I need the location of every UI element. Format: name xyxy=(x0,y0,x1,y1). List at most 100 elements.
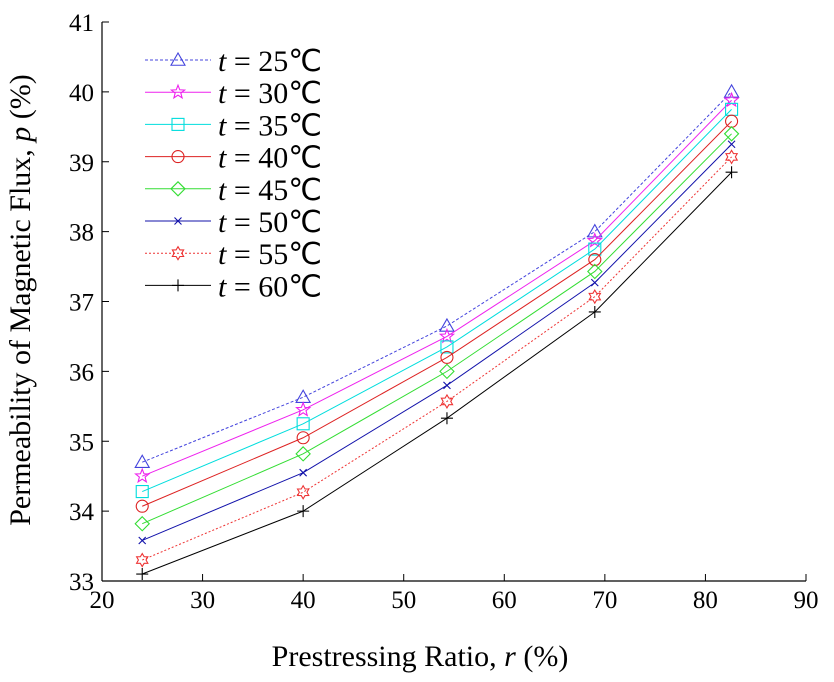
y-tick-label: 37 xyxy=(69,290,94,317)
data-point xyxy=(588,305,601,318)
legend: t = 25℃t = 30℃t = 35℃t = 40℃t = 45℃t = 5… xyxy=(145,45,322,303)
legend-label: t = 50℃ xyxy=(218,206,322,239)
series-line xyxy=(142,91,732,463)
series-line xyxy=(142,133,732,525)
x-tick-label: 30 xyxy=(190,587,215,614)
series-line xyxy=(142,156,732,561)
x-tick-label: 80 xyxy=(693,587,718,614)
data-point xyxy=(439,317,455,332)
data-point xyxy=(169,83,187,100)
data-point xyxy=(723,83,740,98)
legend-label: t = 25℃ xyxy=(218,45,322,78)
data-point xyxy=(443,381,451,390)
series-8 xyxy=(136,166,738,581)
data-point xyxy=(170,51,186,66)
data-point xyxy=(296,431,310,445)
data-point xyxy=(440,412,453,425)
data-point xyxy=(297,505,310,518)
legend-item: t = 30℃ xyxy=(145,77,322,110)
data-point xyxy=(586,232,603,248)
legend-item: t = 45℃ xyxy=(145,174,322,207)
series-1 xyxy=(134,83,740,469)
plot-area xyxy=(101,22,806,582)
y-tick-label: 35 xyxy=(69,429,94,456)
x-axis: 20 30 40 50 60 70 80 90 xyxy=(90,574,819,614)
legend-item: t = 25℃ xyxy=(145,45,322,78)
x-tick-label: 60 xyxy=(492,587,517,614)
data-point xyxy=(440,340,454,354)
legend-item: t = 60℃ xyxy=(145,270,322,303)
data-point xyxy=(587,263,603,280)
x-tick-label: 90 xyxy=(794,587,819,614)
data-point xyxy=(723,126,740,142)
legend-item: t = 50℃ xyxy=(145,206,322,239)
legend-item: t = 35℃ xyxy=(145,109,322,142)
y-tick-label: 36 xyxy=(69,359,94,386)
data-point xyxy=(170,181,186,197)
data-point xyxy=(295,389,312,404)
y-tick-label: 40 xyxy=(69,80,94,107)
legend-item: t = 55℃ xyxy=(145,238,322,271)
data-point xyxy=(588,253,602,267)
series-layer xyxy=(134,83,740,581)
legend-item: t = 40℃ xyxy=(145,142,322,175)
series-line xyxy=(142,99,732,477)
series-5 xyxy=(134,126,740,532)
legend-label: t = 40℃ xyxy=(218,142,322,175)
data-point xyxy=(725,166,738,179)
data-point xyxy=(438,327,456,344)
data-point xyxy=(590,278,599,287)
data-point xyxy=(138,536,147,545)
legend-label: t = 35℃ xyxy=(218,109,322,142)
data-point xyxy=(299,468,308,477)
x-tick-label: 70 xyxy=(592,587,617,614)
legend-label: t = 60℃ xyxy=(218,270,322,303)
series-4 xyxy=(135,114,739,513)
y-tick-label: 39 xyxy=(69,150,94,177)
x-tick-label: 50 xyxy=(391,587,416,614)
y-tick-label: 38 xyxy=(69,220,94,247)
y-tick-label: 41 xyxy=(69,10,94,37)
data-point xyxy=(296,417,310,431)
data-point xyxy=(586,223,603,238)
data-point xyxy=(172,279,184,292)
data-point xyxy=(135,485,149,499)
data-point xyxy=(134,467,151,484)
series-7 xyxy=(135,149,739,568)
data-point xyxy=(135,552,149,568)
data-point xyxy=(296,484,310,500)
data-point xyxy=(588,289,602,305)
series-line xyxy=(142,108,732,493)
data-point xyxy=(588,242,602,256)
legend-label: t = 55℃ xyxy=(218,238,322,271)
data-point xyxy=(440,350,454,364)
data-point xyxy=(439,363,455,380)
data-point xyxy=(725,149,739,165)
data-point xyxy=(295,446,311,462)
legend-label: t = 30℃ xyxy=(218,77,322,110)
data-point xyxy=(134,515,151,532)
data-point xyxy=(723,91,740,108)
y-tick-label: 34 xyxy=(69,499,95,526)
y-tick-label: 33 xyxy=(69,569,94,596)
y-axis: 33 34 35 36 37 38 39 40 41 xyxy=(69,10,109,596)
x-axis-label: Prestressing Ratio, r (%) xyxy=(272,640,569,673)
series-2 xyxy=(134,91,740,484)
x-tick-label: 20 xyxy=(90,587,115,614)
data-point xyxy=(440,393,454,409)
data-point xyxy=(171,117,185,131)
data-point xyxy=(171,245,185,261)
data-point xyxy=(727,140,736,149)
data-point xyxy=(174,217,182,225)
data-point xyxy=(134,454,151,469)
data-point xyxy=(135,499,149,513)
series-6 xyxy=(138,140,736,545)
data-point xyxy=(295,401,312,417)
x-tick-label: 40 xyxy=(291,587,316,614)
y-axis-label: Permeability of Magnetic Flux, p (%) xyxy=(4,74,37,526)
legend-label: t = 45℃ xyxy=(218,174,322,207)
data-point xyxy=(136,568,149,581)
series-line xyxy=(142,120,732,507)
data-point xyxy=(171,150,185,164)
